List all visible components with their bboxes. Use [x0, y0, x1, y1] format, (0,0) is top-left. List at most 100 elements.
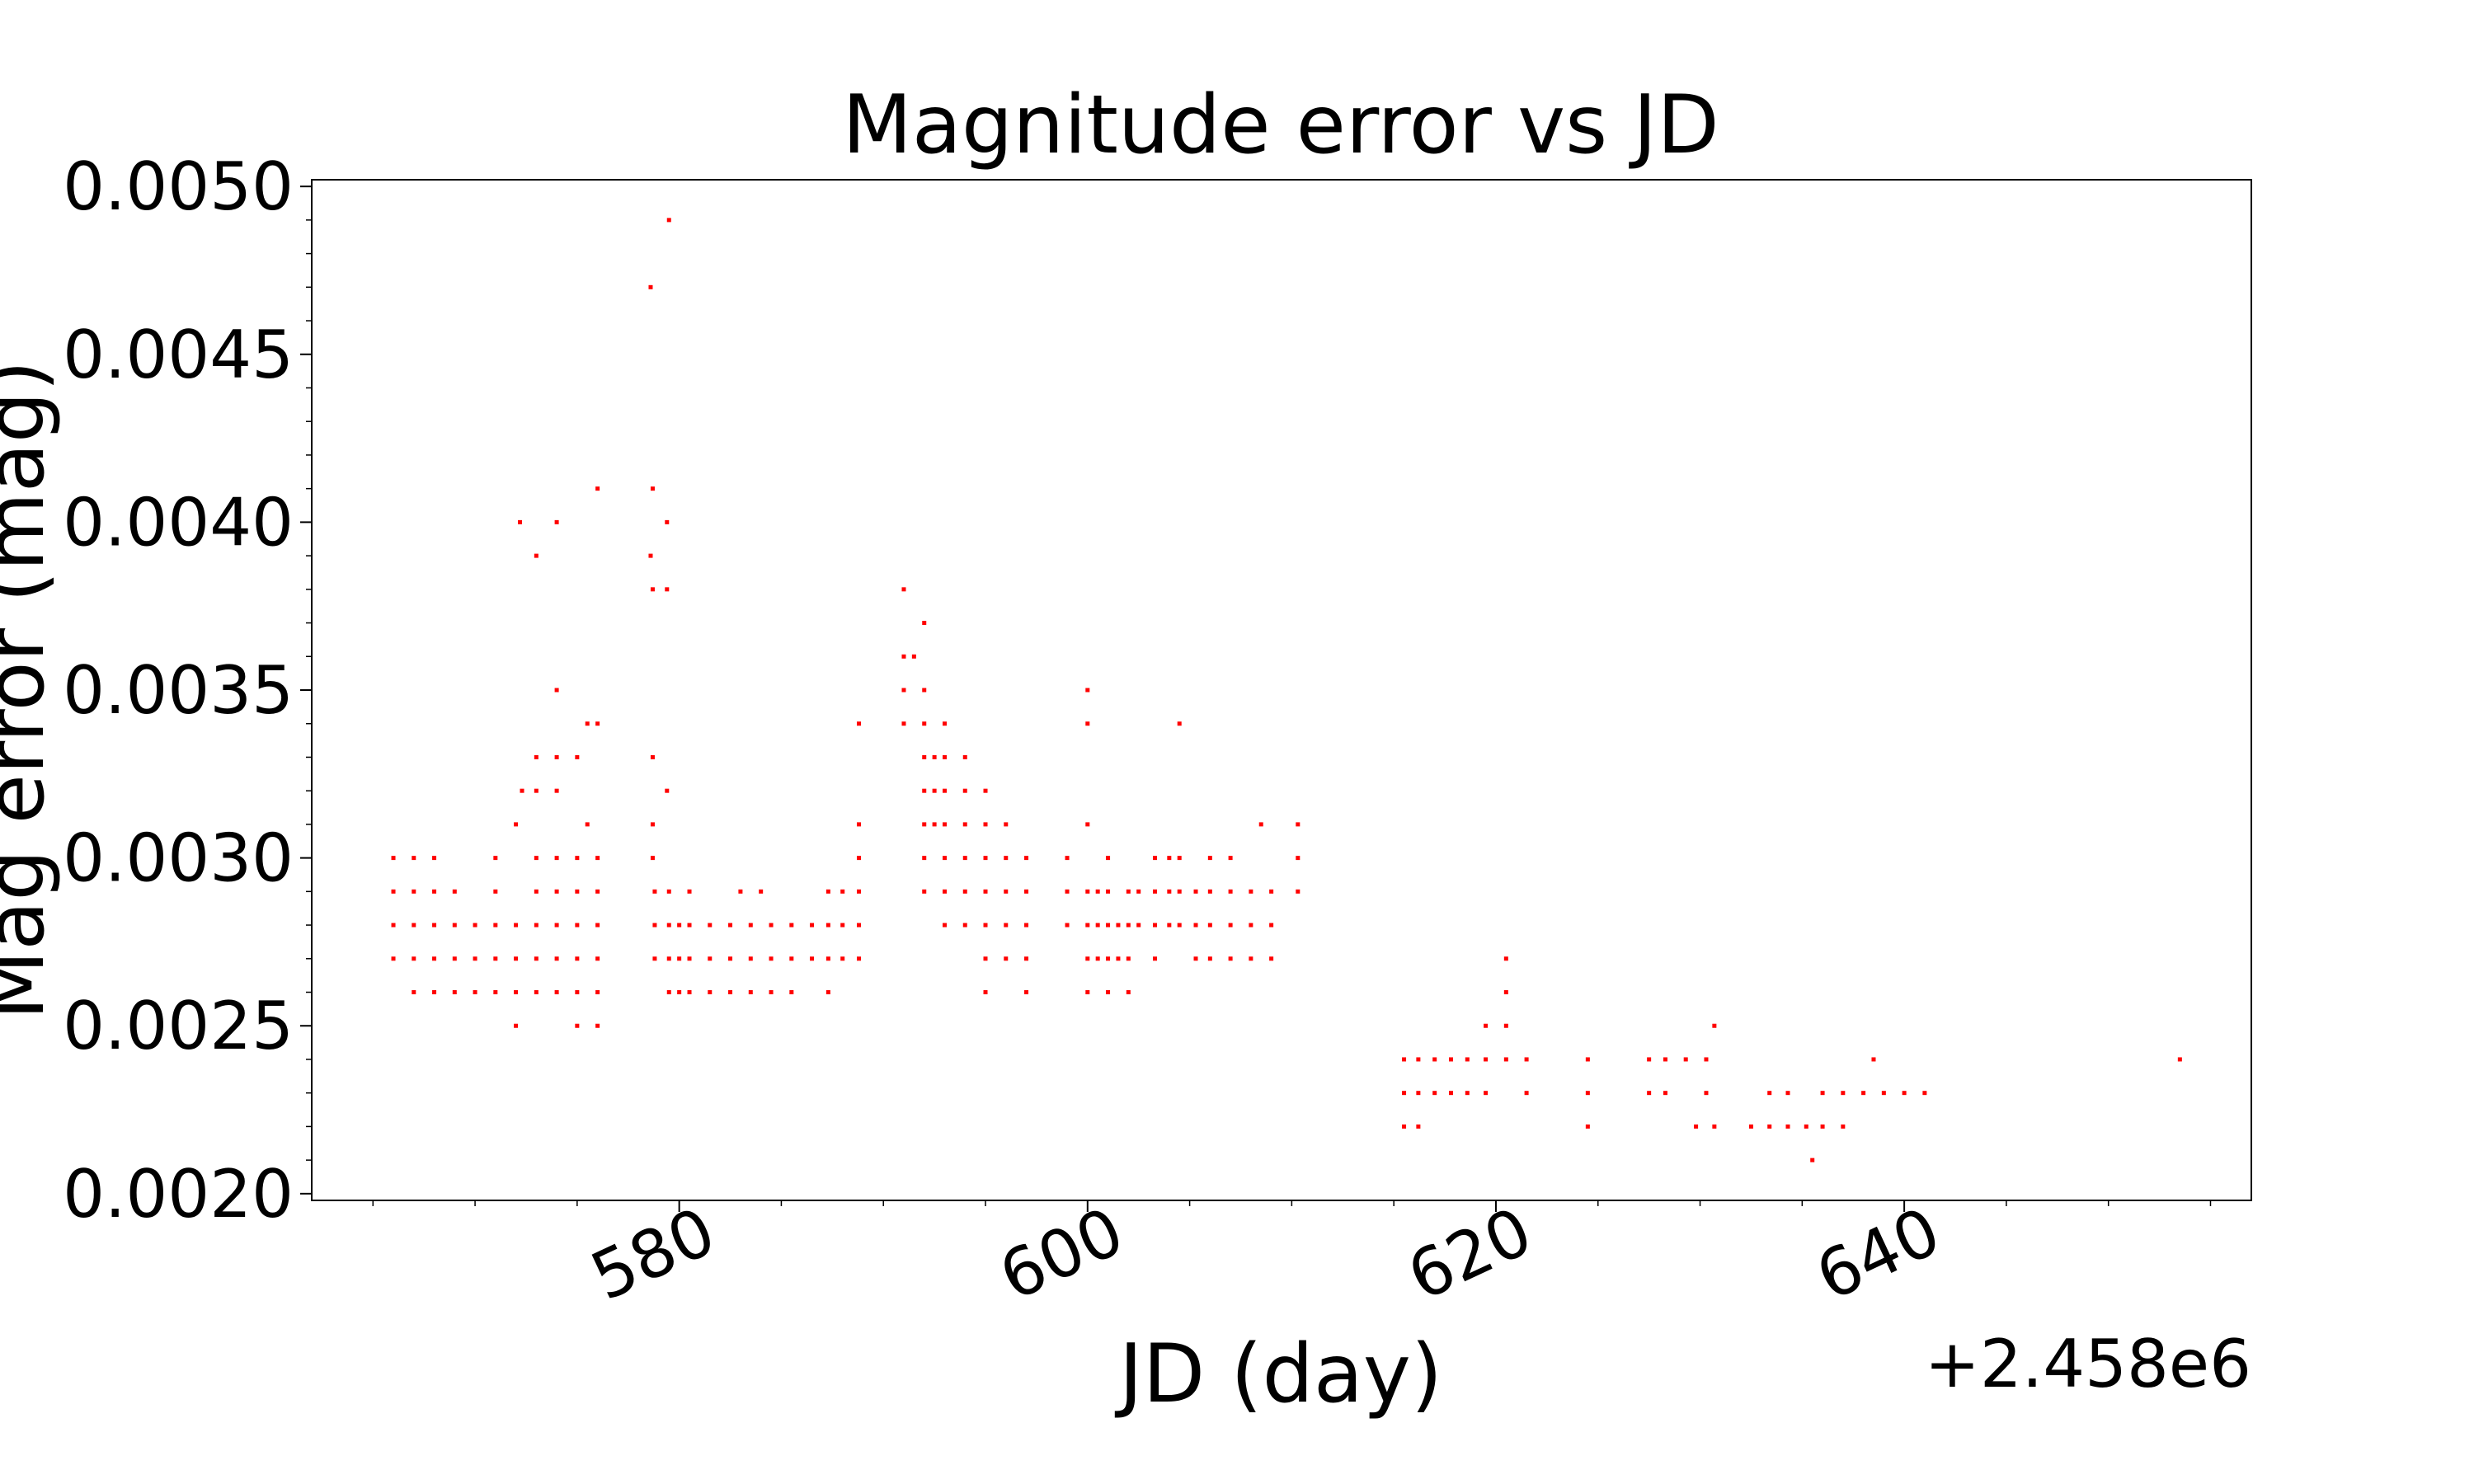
data-point — [665, 587, 670, 592]
data-point — [942, 923, 947, 928]
data-point — [432, 956, 437, 961]
data-point — [942, 721, 947, 726]
data-point — [1207, 856, 1212, 861]
data-point — [1484, 1057, 1489, 1062]
data-point — [1004, 889, 1009, 894]
data-point — [1153, 923, 1158, 928]
data-point — [1841, 1124, 1846, 1129]
data-point — [810, 923, 815, 928]
data-point — [825, 990, 830, 995]
data-point — [1704, 1091, 1709, 1096]
data-point — [748, 990, 753, 995]
data-point — [983, 956, 988, 961]
data-point — [922, 621, 927, 626]
data-point — [825, 956, 830, 961]
data-point — [769, 923, 774, 928]
data-point — [1269, 923, 1274, 928]
data-point — [1126, 956, 1131, 961]
data-point — [1585, 1124, 1590, 1129]
data-point — [554, 754, 559, 759]
data-point — [2177, 1057, 2182, 1062]
data-point — [922, 889, 927, 894]
data-point — [493, 856, 498, 861]
data-point — [962, 788, 967, 793]
data-point — [1193, 923, 1198, 928]
data-point — [708, 990, 713, 995]
data-point — [748, 923, 753, 928]
data-point — [1177, 889, 1182, 894]
data-point — [534, 923, 539, 928]
data-point — [432, 990, 437, 995]
data-point — [554, 889, 559, 894]
data-point — [1106, 889, 1111, 894]
data-point — [1193, 956, 1198, 961]
data-point — [1207, 923, 1212, 928]
data-point — [1153, 856, 1158, 861]
data-point — [911, 654, 916, 659]
data-point — [1712, 1023, 1717, 1028]
data-point — [666, 990, 671, 995]
data-point — [452, 956, 457, 961]
data-point — [595, 1023, 600, 1028]
data-point — [1228, 889, 1233, 894]
data-point — [1416, 1124, 1421, 1129]
data-point — [1167, 889, 1172, 894]
data-point — [412, 889, 416, 894]
data-point — [1004, 923, 1009, 928]
data-point — [648, 553, 653, 558]
data-point — [857, 856, 862, 861]
data-point — [665, 788, 670, 793]
data-point — [650, 587, 655, 592]
data-point — [1785, 1091, 1790, 1096]
data-point — [473, 923, 477, 928]
data-point — [840, 889, 845, 894]
y-tick-label: 0.0025 — [63, 988, 294, 1064]
data-point — [652, 889, 657, 894]
data-point — [1126, 923, 1131, 928]
data-point — [1116, 923, 1121, 928]
data-point — [1167, 856, 1172, 861]
data-point — [1694, 1124, 1699, 1129]
data-point — [942, 856, 947, 861]
data-point — [922, 721, 927, 726]
data-point — [534, 990, 539, 995]
data-point — [595, 956, 600, 961]
data-point — [1153, 956, 1158, 961]
data-point — [412, 856, 416, 861]
data-point — [983, 856, 988, 861]
data-point — [1820, 1124, 1825, 1129]
data-point — [554, 519, 559, 524]
data-point — [1503, 1057, 1508, 1062]
data-point — [1465, 1057, 1470, 1062]
data-point — [665, 519, 670, 524]
data-point — [1683, 1057, 1688, 1062]
data-point — [1177, 721, 1182, 726]
data-point — [1228, 856, 1233, 861]
data-point — [1269, 956, 1274, 961]
data-point — [534, 856, 539, 861]
data-point — [1416, 1057, 1421, 1062]
data-point — [575, 956, 580, 961]
data-point — [1249, 923, 1253, 928]
x-tick-label: 580 — [580, 1193, 727, 1316]
data-point — [493, 990, 498, 995]
data-point — [1663, 1091, 1667, 1096]
data-point — [1177, 923, 1182, 928]
data-point — [983, 822, 988, 827]
data-point — [1085, 990, 1090, 995]
data-point — [1269, 889, 1274, 894]
data-point — [1024, 956, 1029, 961]
data-point — [1871, 1057, 1876, 1062]
y-tick-label: 0.0045 — [63, 317, 294, 393]
y-tick-label: 0.0035 — [63, 652, 294, 729]
data-point — [1503, 990, 1508, 995]
chart-title: Magnitude error vs JD — [842, 78, 1719, 172]
data-point — [1748, 1124, 1753, 1129]
data-point — [1861, 1091, 1866, 1096]
data-point — [789, 923, 794, 928]
data-point — [412, 956, 416, 961]
data-point — [983, 990, 988, 995]
x-tick-label: 620 — [1396, 1193, 1543, 1316]
data-point — [391, 889, 396, 894]
